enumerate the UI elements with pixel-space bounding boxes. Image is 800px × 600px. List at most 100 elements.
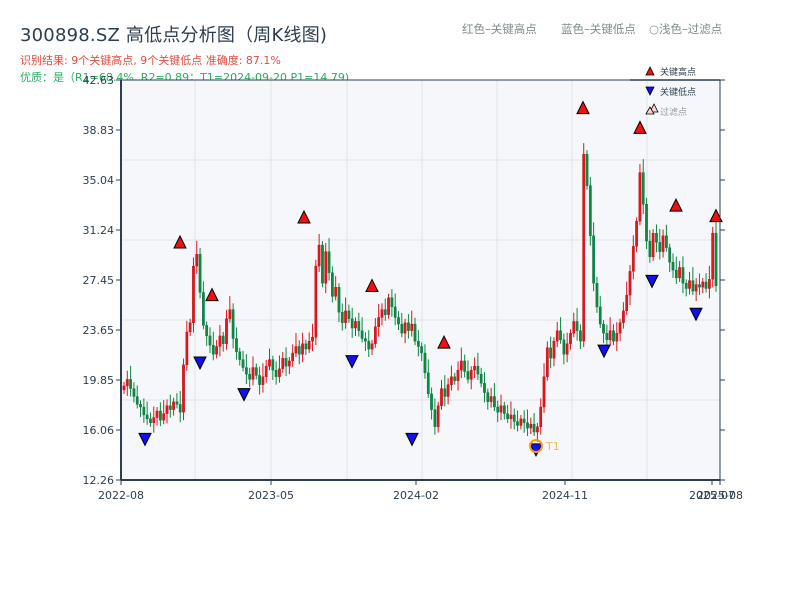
y-tick-label: 31.24 — [83, 224, 115, 237]
candle — [185, 331, 189, 366]
candle — [668, 247, 672, 263]
candle — [516, 421, 519, 426]
candle — [360, 330, 364, 339]
candle — [172, 401, 175, 410]
candle — [288, 360, 291, 367]
key-high-marker — [669, 197, 683, 212]
candle — [245, 367, 248, 375]
chart-legend: 关键高点 关键低点 过滤点 — [630, 66, 720, 118]
candle — [539, 406, 543, 427]
candle — [410, 323, 414, 331]
candle — [228, 309, 232, 319]
candle — [387, 297, 390, 315]
y-tick-label: 35.04 — [83, 174, 115, 187]
candle — [436, 405, 440, 427]
candle — [704, 281, 708, 289]
legend-filtered-note: ○浅色–过滤点 — [649, 22, 723, 36]
candle — [125, 379, 129, 387]
candle — [423, 352, 427, 373]
candle — [400, 323, 404, 334]
candle — [655, 233, 658, 243]
legend-low-label: 关键低点 — [660, 86, 696, 98]
candle — [698, 284, 701, 288]
candle — [225, 318, 228, 344]
candle — [562, 339, 566, 355]
candle — [231, 309, 235, 339]
candle — [555, 330, 559, 342]
candle — [182, 364, 185, 413]
candle — [374, 326, 377, 344]
candle — [135, 396, 139, 405]
candle — [195, 254, 199, 267]
candle — [575, 321, 579, 331]
key-low-marker — [237, 388, 251, 402]
y-tick-label: 23.65 — [83, 324, 115, 337]
candle — [390, 297, 394, 308]
candle — [635, 221, 638, 247]
candle — [278, 368, 281, 377]
candle — [694, 284, 698, 292]
candle — [493, 396, 496, 408]
x-tick-label: 2024-11 — [542, 489, 588, 502]
candle — [522, 418, 526, 423]
candle — [347, 310, 351, 319]
legend-high-icon — [645, 66, 655, 76]
candle — [162, 413, 166, 421]
legend-high-label: 关键高点 — [660, 66, 696, 78]
legend-filtered-label: 过滤点 — [660, 106, 687, 118]
candle — [579, 330, 582, 342]
candle — [218, 335, 222, 347]
candle — [241, 359, 245, 368]
candle — [618, 322, 622, 334]
candle — [433, 409, 437, 427]
candle — [159, 410, 162, 421]
x-tick-label: 2024-02 — [393, 489, 439, 502]
key-high-marker — [297, 209, 311, 224]
candle — [264, 366, 268, 377]
candle — [327, 251, 331, 273]
candle — [129, 379, 132, 389]
candle — [684, 283, 688, 289]
candle — [483, 383, 486, 393]
candle — [416, 341, 420, 347]
candle — [453, 376, 457, 381]
candle — [661, 235, 665, 252]
candle — [152, 417, 156, 423]
candle — [674, 269, 678, 279]
key-high-marker — [365, 278, 379, 292]
candle — [711, 233, 715, 280]
candle — [268, 359, 271, 367]
key-low-marker — [138, 432, 152, 447]
candle — [545, 347, 549, 377]
candle — [426, 372, 430, 395]
candle — [281, 358, 285, 369]
x-tick-label: 2022-08 — [98, 489, 144, 502]
candle — [612, 330, 615, 342]
key-low-marker — [529, 443, 543, 458]
candle — [188, 322, 192, 333]
candle — [559, 330, 562, 341]
candle — [430, 393, 433, 410]
candle — [291, 352, 295, 362]
y-tick-label: 16.06 — [83, 424, 115, 437]
candle — [321, 244, 324, 284]
candle — [304, 343, 308, 350]
candle — [691, 280, 695, 292]
candle — [132, 388, 136, 397]
candle — [420, 346, 424, 354]
candle — [502, 405, 506, 414]
candle — [641, 172, 645, 205]
candle — [651, 233, 655, 258]
x-tick-label: 2023-05 — [248, 489, 294, 502]
key-high-marker — [576, 100, 590, 115]
candle — [301, 343, 304, 355]
candle — [370, 343, 374, 350]
candle — [235, 338, 238, 352]
key-low-marker — [689, 307, 703, 322]
candle — [565, 343, 569, 355]
candle — [489, 396, 493, 402]
candles — [122, 143, 718, 442]
candle — [258, 375, 261, 385]
candle — [598, 306, 602, 325]
